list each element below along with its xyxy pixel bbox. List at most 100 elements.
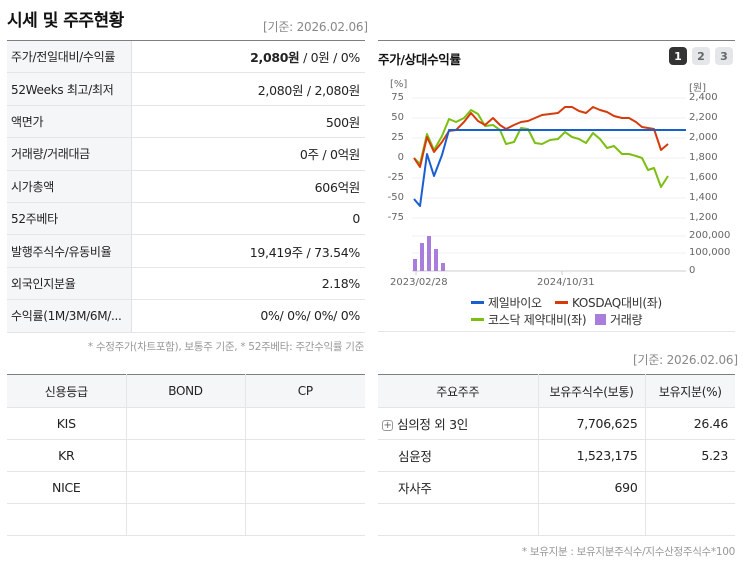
info-row-shares: 발행주식수/유동비율 19,419주 / 73.54% bbox=[7, 235, 365, 268]
table-row bbox=[378, 503, 735, 536]
info-label: 거래량/거래대금 bbox=[7, 138, 132, 170]
info-row-returns: 수익률(1M/3M/6M/... 0%/ 0%/ 0%/ 0% bbox=[7, 300, 365, 333]
left-tick: 75 bbox=[391, 92, 404, 103]
line-swatch-icon bbox=[555, 301, 568, 304]
shareholder-name-cell bbox=[378, 503, 538, 536]
legend-item-jeil-bio[interactable]: 제일바이오 bbox=[471, 294, 542, 311]
shareholder-name-cell: 심윤정 bbox=[378, 439, 538, 472]
line-swatch-icon bbox=[471, 318, 484, 321]
left-tick: 0 bbox=[397, 152, 404, 163]
current-price: 2,080원 bbox=[250, 50, 300, 66]
shares-cell: 7,706,625 bbox=[537, 407, 645, 440]
info-row-market-cap: 시가총액 606억원 bbox=[7, 170, 365, 203]
right-tick: 1,400 bbox=[689, 192, 718, 203]
table-row: NICE bbox=[7, 471, 365, 504]
reference-date: [기준: 2026.02.06] bbox=[263, 20, 368, 34]
column-header: 보유주식수(보통) bbox=[537, 374, 645, 408]
price-info-table: 주가/전일대비/수익률 2,080원 / 0원 / 0% 52Weeks 최고/… bbox=[7, 40, 365, 333]
volume-tick: 0 bbox=[689, 265, 696, 276]
table-row: 심윤정 1,523,175 5.23 bbox=[378, 439, 735, 472]
right-tick: 1,600 bbox=[689, 172, 718, 183]
info-row-52weeks: 52Weeks 최고/최저 2,080원 / 2,080원 bbox=[7, 73, 365, 106]
x-tick: 2024/10/31 bbox=[537, 277, 595, 288]
table-row: + 심의정 외 3인 7,706,625 26.46 bbox=[378, 407, 735, 440]
table-row: KR bbox=[7, 439, 365, 472]
page-button-1[interactable]: 1 bbox=[669, 47, 687, 65]
left-tick: -25 bbox=[387, 172, 404, 183]
info-value: 606억원 bbox=[314, 179, 361, 195]
shares-cell: 1,523,175 bbox=[537, 439, 645, 472]
right-tick: 2,400 bbox=[689, 92, 718, 103]
table-row: 자사주 690 bbox=[378, 471, 735, 504]
left-tick: 25 bbox=[391, 132, 404, 143]
info-value: 500원 bbox=[325, 114, 360, 130]
info-value: 19,419주 / 73.54% bbox=[249, 244, 361, 260]
volume-tick: 200,000 bbox=[689, 230, 731, 241]
volume-bars bbox=[413, 236, 445, 271]
column-header: CP bbox=[244, 374, 365, 408]
page-title: 시세 및 주주현황 bbox=[7, 11, 124, 31]
info-value: 2,080원 / 0원 / 0% bbox=[250, 50, 360, 66]
x-tick: 2023/02/28 bbox=[390, 277, 448, 288]
price-chart-panel: 주가/상대수익률 1 2 3 [%] [원] 75 50 25 0 -25 -5… bbox=[378, 40, 735, 332]
chart-pager: 1 2 3 bbox=[669, 47, 733, 65]
table-row bbox=[7, 503, 365, 536]
chart-title: 주가/상대수익률 bbox=[378, 52, 461, 67]
legend-item-kosdaq-pharma[interactable]: 코스닥 제약대비(좌) bbox=[471, 311, 587, 328]
page-button-2[interactable]: 2 bbox=[692, 47, 710, 65]
legend-item-volume[interactable]: 거래량 bbox=[595, 311, 643, 328]
pct-cell: 26.46 bbox=[644, 407, 735, 440]
info-value: 0%/ 0%/ 0%/ 0% bbox=[260, 308, 360, 324]
info-value: 0 bbox=[352, 211, 360, 227]
info-label: 외국인지분율 bbox=[7, 267, 132, 300]
bond-cell bbox=[125, 407, 245, 440]
left-tick: -50 bbox=[387, 192, 404, 203]
right-tick: 1,800 bbox=[689, 152, 718, 163]
info-row-price: 주가/전일대비/수익률 2,080원 / 0원 / 0% bbox=[7, 41, 365, 74]
bond-cell bbox=[125, 471, 245, 504]
page-button-3[interactable]: 3 bbox=[715, 47, 733, 65]
table-row: KIS bbox=[7, 407, 365, 440]
column-header: BOND bbox=[125, 374, 245, 408]
bar-swatch-icon bbox=[595, 314, 606, 325]
line-swatch-icon bbox=[471, 301, 484, 304]
info-value: 2.18% bbox=[321, 275, 361, 291]
info-value: 0주 / 0억원 bbox=[299, 147, 360, 163]
bond-cell bbox=[125, 439, 245, 472]
column-header: 보유지분(%) bbox=[644, 374, 735, 408]
info-label: 52주베타 bbox=[7, 202, 132, 235]
chart-plot-area bbox=[412, 97, 686, 275]
right-axis-unit: [원] bbox=[689, 83, 707, 94]
right-tick: 2,000 bbox=[689, 132, 718, 143]
pct-cell: 5.23 bbox=[644, 439, 735, 472]
info-row-foreign: 외국인지분율 2.18% bbox=[7, 267, 365, 301]
cp-cell bbox=[244, 439, 365, 472]
expand-plus-icon[interactable]: + bbox=[382, 420, 393, 431]
volume-tick: 100,000 bbox=[689, 247, 731, 258]
info-value: 2,080원 / 2,080원 bbox=[257, 82, 361, 98]
shareholders-date: [기준: 2026.02.06] bbox=[633, 353, 738, 367]
info-label: 52Weeks 최고/최저 bbox=[7, 73, 132, 105]
cp-cell bbox=[244, 503, 365, 536]
right-tick: 1,200 bbox=[689, 212, 718, 223]
agency-cell: KR bbox=[7, 439, 126, 472]
info-row-beta: 52주베타 0 bbox=[7, 202, 365, 236]
cp-cell bbox=[244, 407, 365, 440]
shareholder-name-cell: 자사주 bbox=[378, 471, 538, 504]
agency-cell: NICE bbox=[7, 471, 126, 504]
shares-cell: 690 bbox=[537, 471, 645, 504]
info-label: 시가총액 bbox=[7, 170, 132, 202]
shareholders-footnote: * 보유지분 : 보유지분주식수/지수산정주식수*100 bbox=[521, 546, 735, 558]
credit-rating-table: 신용등급 BOND CP KIS KR NICE bbox=[7, 374, 365, 536]
legend-item-kosdaq[interactable]: KOSDAQ대비(좌) bbox=[555, 294, 662, 311]
left-axis-unit: [%] bbox=[390, 79, 408, 90]
agency-cell: KIS bbox=[7, 407, 126, 440]
cp-cell bbox=[244, 471, 365, 504]
info-row-volume: 거래량/거래대금 0주 / 0억원 bbox=[7, 138, 365, 171]
info-row-par-value: 액면가 500원 bbox=[7, 105, 365, 139]
column-header: 주요주주 bbox=[378, 374, 538, 408]
pct-cell bbox=[644, 471, 735, 504]
major-shareholders-table: 주요주주 보유주식수(보통) 보유지분(%) + 심의정 외 3인 7,706,6… bbox=[378, 374, 735, 536]
right-tick: 2,200 bbox=[689, 112, 718, 123]
bond-cell bbox=[125, 503, 245, 536]
